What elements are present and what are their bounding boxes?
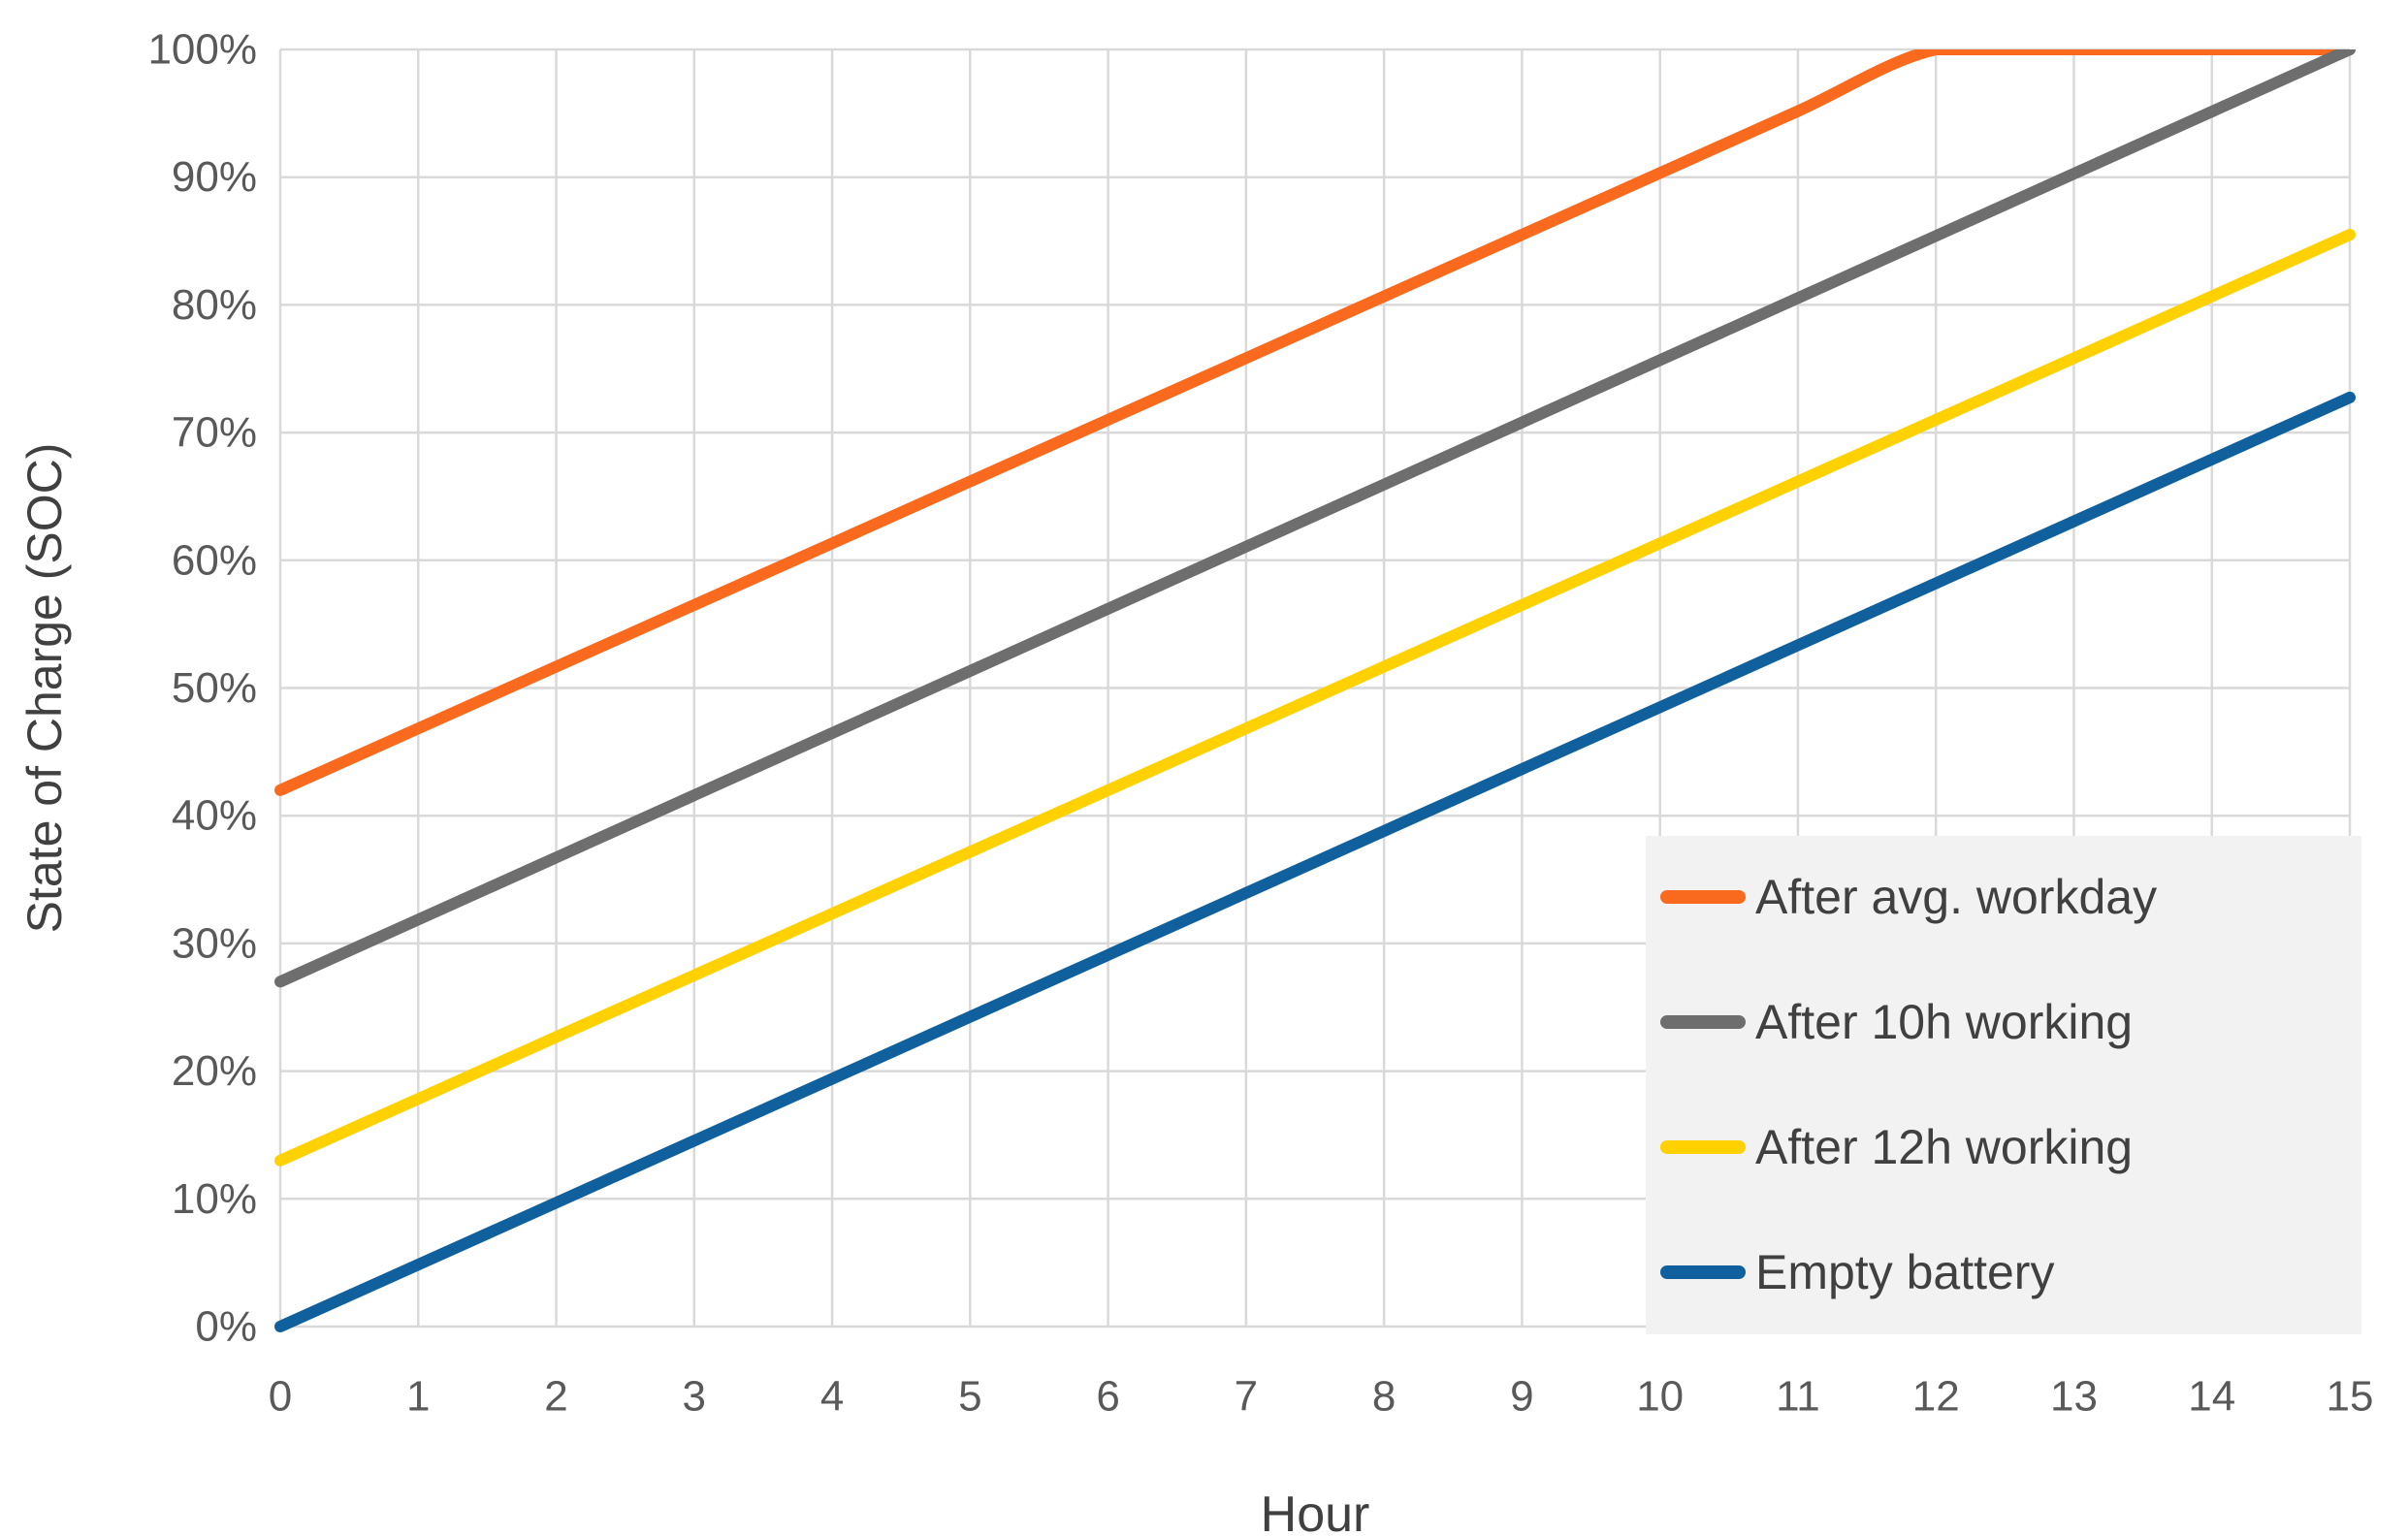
x-tick-label: 3 — [683, 1373, 706, 1421]
legend-swatch — [1660, 1140, 1746, 1154]
x-tick-label: 11 — [1776, 1373, 1820, 1421]
y-tick-label: 90% — [172, 153, 257, 201]
series-line — [274, 229, 2356, 1167]
series-line — [274, 49, 2356, 796]
legend-swatch — [1660, 1015, 1746, 1029]
x-tick-label: 6 — [1096, 1373, 1119, 1421]
legend-label: After 10h working — [1755, 995, 2133, 1049]
y-axis-tick-labels: 0% 10% 20% 30% 40% 50% 60% 70% 80% 90% 100% — [147, 26, 257, 1351]
y-axis-title: State of Charge (SOC) — [17, 443, 72, 934]
y-tick-label: 60% — [172, 536, 257, 584]
y-tick-label: 70% — [172, 409, 257, 457]
series-lines — [274, 49, 2356, 1332]
legend-swatch — [1660, 1265, 1746, 1279]
x-axis-title: Hour — [1261, 1487, 1370, 1536]
y-tick-label: 40% — [172, 792, 257, 840]
y-tick-label: 20% — [172, 1047, 257, 1095]
legend-item: After avg. workday — [1660, 870, 2157, 924]
y-tick-label: 30% — [172, 919, 257, 967]
y-tick-label: 80% — [172, 281, 257, 329]
legend-label: After avg. workday — [1755, 870, 2157, 924]
y-tick-label: 50% — [172, 664, 257, 712]
legend-item: Empty battery — [1660, 1245, 2054, 1299]
x-tick-label: 7 — [1235, 1373, 1258, 1421]
x-tick-label: 12 — [1912, 1373, 1960, 1421]
x-tick-label: 8 — [1372, 1373, 1396, 1421]
x-tick-label: 4 — [820, 1373, 844, 1421]
y-tick-label: 100% — [147, 26, 257, 74]
x-tick-label: 14 — [2188, 1373, 2235, 1421]
y-tick-label: 10% — [172, 1175, 257, 1223]
legend-item: After 10h working — [1660, 995, 2133, 1049]
x-tick-label: 13 — [2050, 1373, 2098, 1421]
x-tick-label: 1 — [406, 1373, 430, 1421]
x-axis-tick-labels: 0 1 2 3 4 5 6 7 8 9 10 11 12 13 14 15 — [269, 1373, 2374, 1421]
x-tick-label: 5 — [958, 1373, 981, 1421]
x-tick-label: 0 — [269, 1373, 292, 1421]
legend-item: After 12h working — [1660, 1120, 2133, 1174]
x-tick-label: 15 — [2327, 1373, 2374, 1421]
y-tick-label: 0% — [195, 1303, 257, 1351]
legend: After avg. workday After 10h working After… — [1646, 836, 2361, 1334]
legend-label: Empty battery — [1755, 1245, 2054, 1299]
x-tick-label: 9 — [1510, 1373, 1533, 1421]
x-tick-label: 2 — [544, 1373, 567, 1421]
legend-box — [1646, 836, 2361, 1334]
series-line — [274, 391, 2356, 1332]
legend-swatch — [1660, 890, 1746, 904]
x-tick-label: 10 — [1636, 1373, 1684, 1421]
series-line — [274, 49, 2356, 988]
legend-label: After 12h working — [1755, 1120, 2133, 1174]
